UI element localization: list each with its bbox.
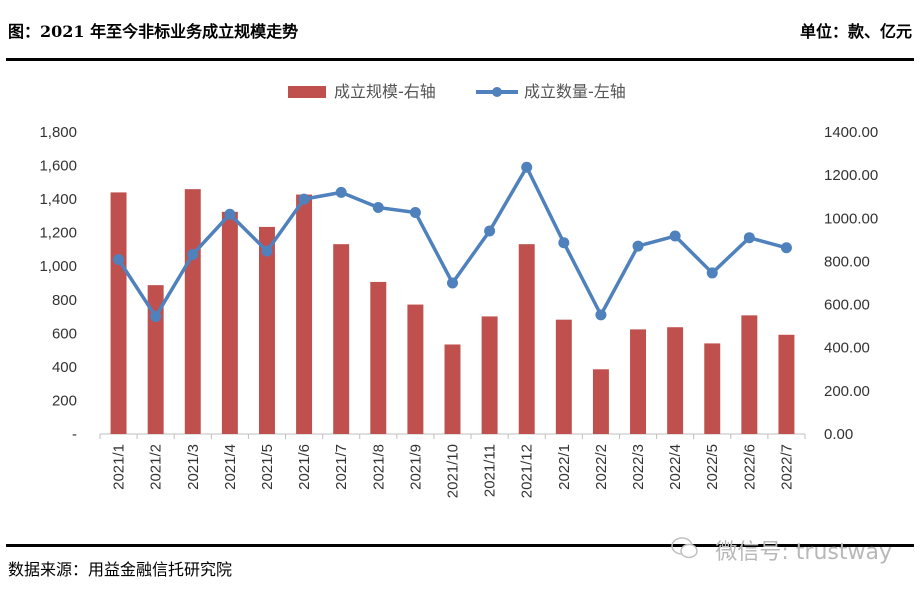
line-count-point [409,207,421,219]
x-axis-tick-label: 2021/9 [407,444,424,490]
line-count-point [521,161,533,173]
right-axis-tick-label: 400.00 [824,340,870,357]
x-axis-tick-label: 2022/5 [704,444,721,490]
left-axis-tick-label: 200 [52,392,77,409]
x-axis-tick-label: 2022/3 [630,444,647,490]
legend-bar-swatch [288,86,326,98]
bar-scale [147,285,164,434]
unit-label: 单位：款、亿元 [799,22,912,41]
line-count-series [117,165,787,319]
x-axis-tick-label: 2021/5 [259,444,276,490]
bar-scale [704,343,721,434]
source-note: 数据来源：用益金融信托研究院 [8,560,233,579]
legend-line-marker [492,87,502,97]
line-count-point [224,208,236,220]
left-axis-tick-label: 1,000 [39,258,77,275]
right-axis-tick-label: 1200.00 [824,167,878,184]
x-axis-tick-label: 2022/1 [556,444,573,490]
left-axis-tick-label: 1,200 [39,225,77,242]
bar-scale [333,244,350,434]
bottom-rule [6,544,914,547]
x-axis-tick-label: 2021/6 [296,444,313,490]
line-count-point [447,277,458,289]
right-axis-tick-label: 1400.00 [824,124,878,141]
line-count-point [595,309,607,321]
line-count-point [298,193,310,205]
x-axis-tick-label: 2021/4 [222,444,239,490]
left-axis-tick-label: 400 [52,359,77,376]
wechat-icon [671,537,698,559]
x-axis-tick-label: 2022/7 [778,444,795,490]
line-count-point [780,242,792,254]
legend-bar-label: 成立规模-右轴 [334,82,436,101]
x-axis-tick-label: 2021/8 [370,444,387,490]
combo-chart: 成立规模-右轴 成立数量-左轴 - 200 400 600 800 1,000 1,200 1… [39,82,878,498]
line-count-point [261,245,273,257]
legend-line-label: 成立数量-左轴 [524,82,626,101]
x-axis-tick-label: 2021/11 [482,444,499,497]
right-axis-tick-label: 0.00 [824,426,853,443]
line-count-point [335,186,347,198]
left-axis-tick-label: 1,400 [39,191,77,208]
line-count-point [484,225,496,237]
x-axis-tick-label: 2022/6 [741,444,758,490]
bar-scale [370,281,387,434]
right-axis-tick-label: 600.00 [824,297,870,314]
top-rule [6,58,914,61]
legend: 成立规模-右轴 成立数量-左轴 [288,82,626,101]
bar-scale [741,315,758,434]
line-count-point [150,311,162,323]
bar-scale [258,226,275,434]
line-count-point [187,248,199,260]
line-count-point [113,254,125,266]
line-count-point [669,230,681,242]
bar-scale [221,211,238,434]
chart-title: 图：2021 年至今非标业务成立规模走势 [8,22,299,41]
watermark: 微信号: trustway [715,540,892,565]
left-axis-tick-label: - [72,426,77,443]
x-axis-tick-label: 2022/2 [593,444,610,490]
x-axis-tick-label: 2021/3 [185,444,202,490]
x-axis-tick-label: 2022/4 [667,444,684,490]
bar-scale [592,369,609,434]
left-axis-tick-label: 600 [52,325,77,342]
line-count-point [558,237,570,249]
bar-scale [444,344,461,434]
line-count-point [632,240,644,252]
x-axis-tick-label: 2021/1 [111,444,128,490]
x-axis-tick-label: 2021/12 [519,444,536,498]
left-axis-tick-label: 1,800 [39,124,77,141]
bar-scale [630,329,647,434]
line-count-point [706,267,718,279]
x-axis-tick-label: 2021/10 [445,444,462,498]
bar-scale [667,327,684,434]
bar-scale [481,316,498,434]
bar-scale [518,244,535,434]
bar-scale [555,319,572,434]
right-axis-tick-label: 1000.00 [824,210,878,227]
x-axis-tick-label: 2021/2 [148,444,165,490]
left-axis-tick-label: 1,600 [39,158,77,175]
left-axis-tick-label: 800 [52,292,77,309]
line-count-point [372,202,384,213]
bar-scale [296,194,313,434]
line-count-point [743,232,755,244]
bar-scale [778,334,795,434]
bar-scale [110,192,127,434]
x-axis-tick-label: 2021/7 [333,444,350,490]
bar-scale [184,189,201,434]
bar-scale [407,304,424,434]
right-axis-tick-label: 800.00 [824,253,870,270]
right-axis-tick-label: 200.00 [824,383,870,400]
